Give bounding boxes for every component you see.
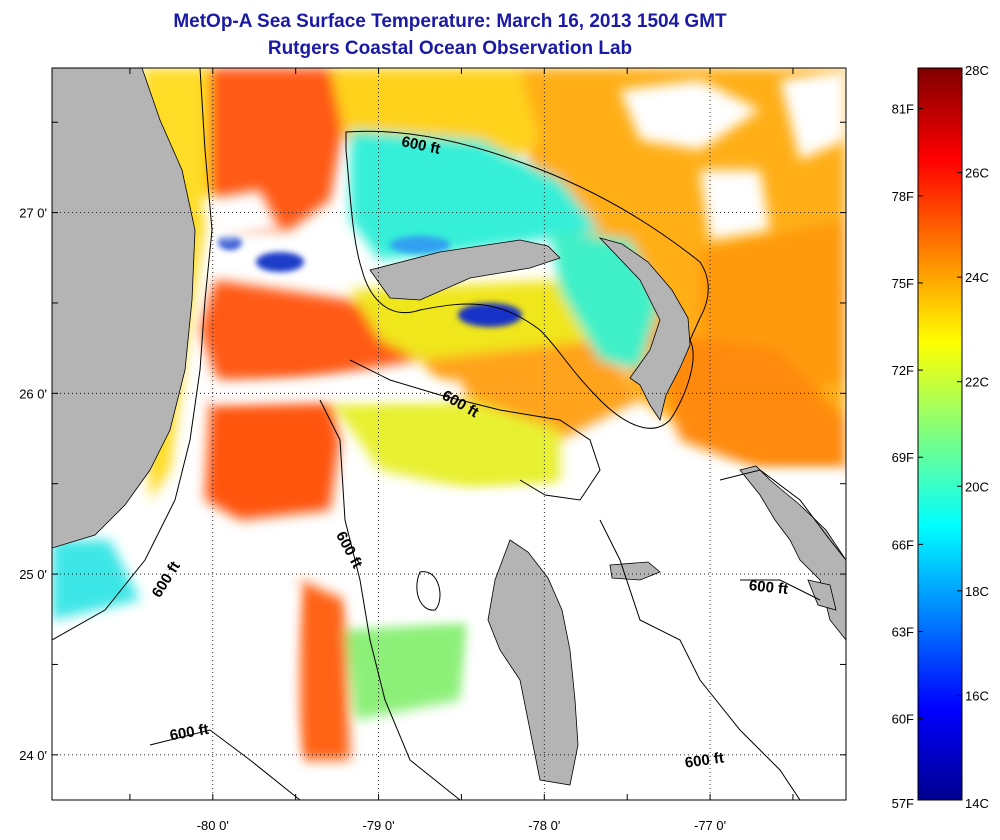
contour-label-southwest: 600 ft: [168, 721, 210, 745]
colorbar-fahrenheit-label: 60F: [892, 712, 914, 727]
lat-tick-label: 27 0': [19, 206, 47, 221]
colorbar-celsius-label: 28C: [965, 63, 989, 78]
sst-patch-south-yellow: [330, 400, 560, 490]
map-subtitle: Rutgers Coastal Ocean Observation Lab: [267, 38, 633, 59]
land-layer: [52, 68, 846, 786]
map-ticks: [52, 68, 846, 800]
sst-patch-gulf-stream-north: [205, 68, 345, 230]
cloud-gap-6: [780, 70, 846, 160]
colorbar-celsius-label: 26C: [965, 166, 989, 181]
map-title: MetOp-A Sea Surface Temperature: March 1…: [173, 11, 727, 32]
map-frame: [51, 67, 847, 801]
sst-cold-spot-3: [458, 303, 522, 327]
lat-tick-label: 24 0': [19, 748, 47, 763]
sst-patch-south-green: [345, 620, 470, 720]
lat-tick-label: 25 0': [19, 567, 47, 582]
colorbar-fahrenheit-labels: 81F 78F 75F 72F 69F 66F 63F 60F 57F: [892, 102, 914, 811]
sst-patch-little-bahama-bank: [350, 130, 600, 260]
contour-south-channel: [319, 399, 461, 800]
sst-data-layer: [52, 68, 846, 800]
map-area: 600 ft 600 ft 600 ft 600 ft 600 ft 600 f…: [52, 68, 846, 800]
cloud-gap-4: [350, 470, 846, 800]
contour-southwest: [149, 729, 301, 800]
latitude-labels: 27 0' 26 0' 25 0' 24 0': [19, 206, 47, 763]
andros-island: [487, 539, 579, 786]
colorbar-fahrenheit-label: 75F: [892, 276, 914, 291]
colorbar-celsius-label: 14C: [965, 796, 989, 811]
contour-florida-shelf: [52, 68, 213, 641]
contour-tongue-of-ocean: [599, 519, 801, 800]
colorbar-celsius-label: 20C: [965, 479, 989, 494]
cloud-gap-2: [200, 380, 470, 405]
colorbar: 81F 78F 75F 72F 69F 66F 63F 60F 57F 28C 26C 24C 22C…: [892, 63, 989, 811]
longitude-labels: -80 0' -79 0' -78 0' -77 0': [197, 818, 726, 833]
colorbar-ticks: [918, 108, 962, 720]
lon-tick-label: -80 0': [197, 818, 229, 833]
sst-patch-florida-keys: [52, 540, 140, 620]
sst-patch-southwest: [285, 580, 350, 760]
small-bahama-island: [807, 579, 837, 611]
cloud-gap-1: [200, 190, 280, 240]
sst-patch-gulf-stream-south: [205, 395, 340, 520]
colorbar-fahrenheit-label: 66F: [892, 537, 914, 552]
colorbar-celsius-labels: 28C 26C 24C 22C 20C 18C 16C 14C: [965, 63, 989, 811]
sst-patch-gulf-stream-mid: [200, 280, 420, 390]
contour-east-label: [740, 579, 821, 601]
contour-small-bank: [416, 571, 441, 611]
colorbar-fahrenheit-label: 78F: [892, 189, 914, 204]
cloud-gap-3: [52, 580, 300, 800]
map-grid: [52, 68, 846, 800]
colorbar-gradient: [917, 67, 963, 801]
lon-tick-label: -77 0': [694, 818, 726, 833]
colorbar-fahrenheit-label: 57F: [892, 796, 914, 811]
contour-label-southeast: 600 ft: [684, 749, 725, 771]
colorbar-celsius-label: 24C: [965, 270, 989, 285]
colorbar-fahrenheit-label: 63F: [892, 625, 914, 640]
eleuthera-island: [739, 465, 846, 641]
colorbar-celsius-label: 22C: [965, 375, 989, 390]
sst-cool-spot-5: [390, 236, 450, 254]
lat-tick-label: 26 0': [19, 386, 47, 401]
sst-cold-spot-1: [256, 252, 304, 272]
colorbar-celsius-label: 16C: [965, 688, 989, 703]
sst-patch-southeast-orange: [650, 330, 846, 470]
contour-label-east: 600 ft: [748, 577, 789, 598]
abaco-islands: [598, 237, 691, 421]
florida-peninsula: [52, 68, 196, 549]
contour-providence-channel: [349, 359, 601, 501]
lon-tick-label: -79 0': [362, 818, 394, 833]
cloud-gap-7: [700, 170, 770, 240]
colorbar-celsius-label: 18C: [965, 584, 989, 599]
grand-bahama-island: [369, 239, 561, 301]
contour-eleuthera: [719, 469, 846, 561]
colorbar-fahrenheit-label: 81F: [892, 102, 914, 117]
colorbar-fahrenheit-label: 72F: [892, 363, 914, 378]
lon-tick-label: -78 0': [528, 818, 560, 833]
cloud-gap-5: [620, 80, 760, 150]
colorbar-fahrenheit-label: 69F: [892, 450, 914, 465]
